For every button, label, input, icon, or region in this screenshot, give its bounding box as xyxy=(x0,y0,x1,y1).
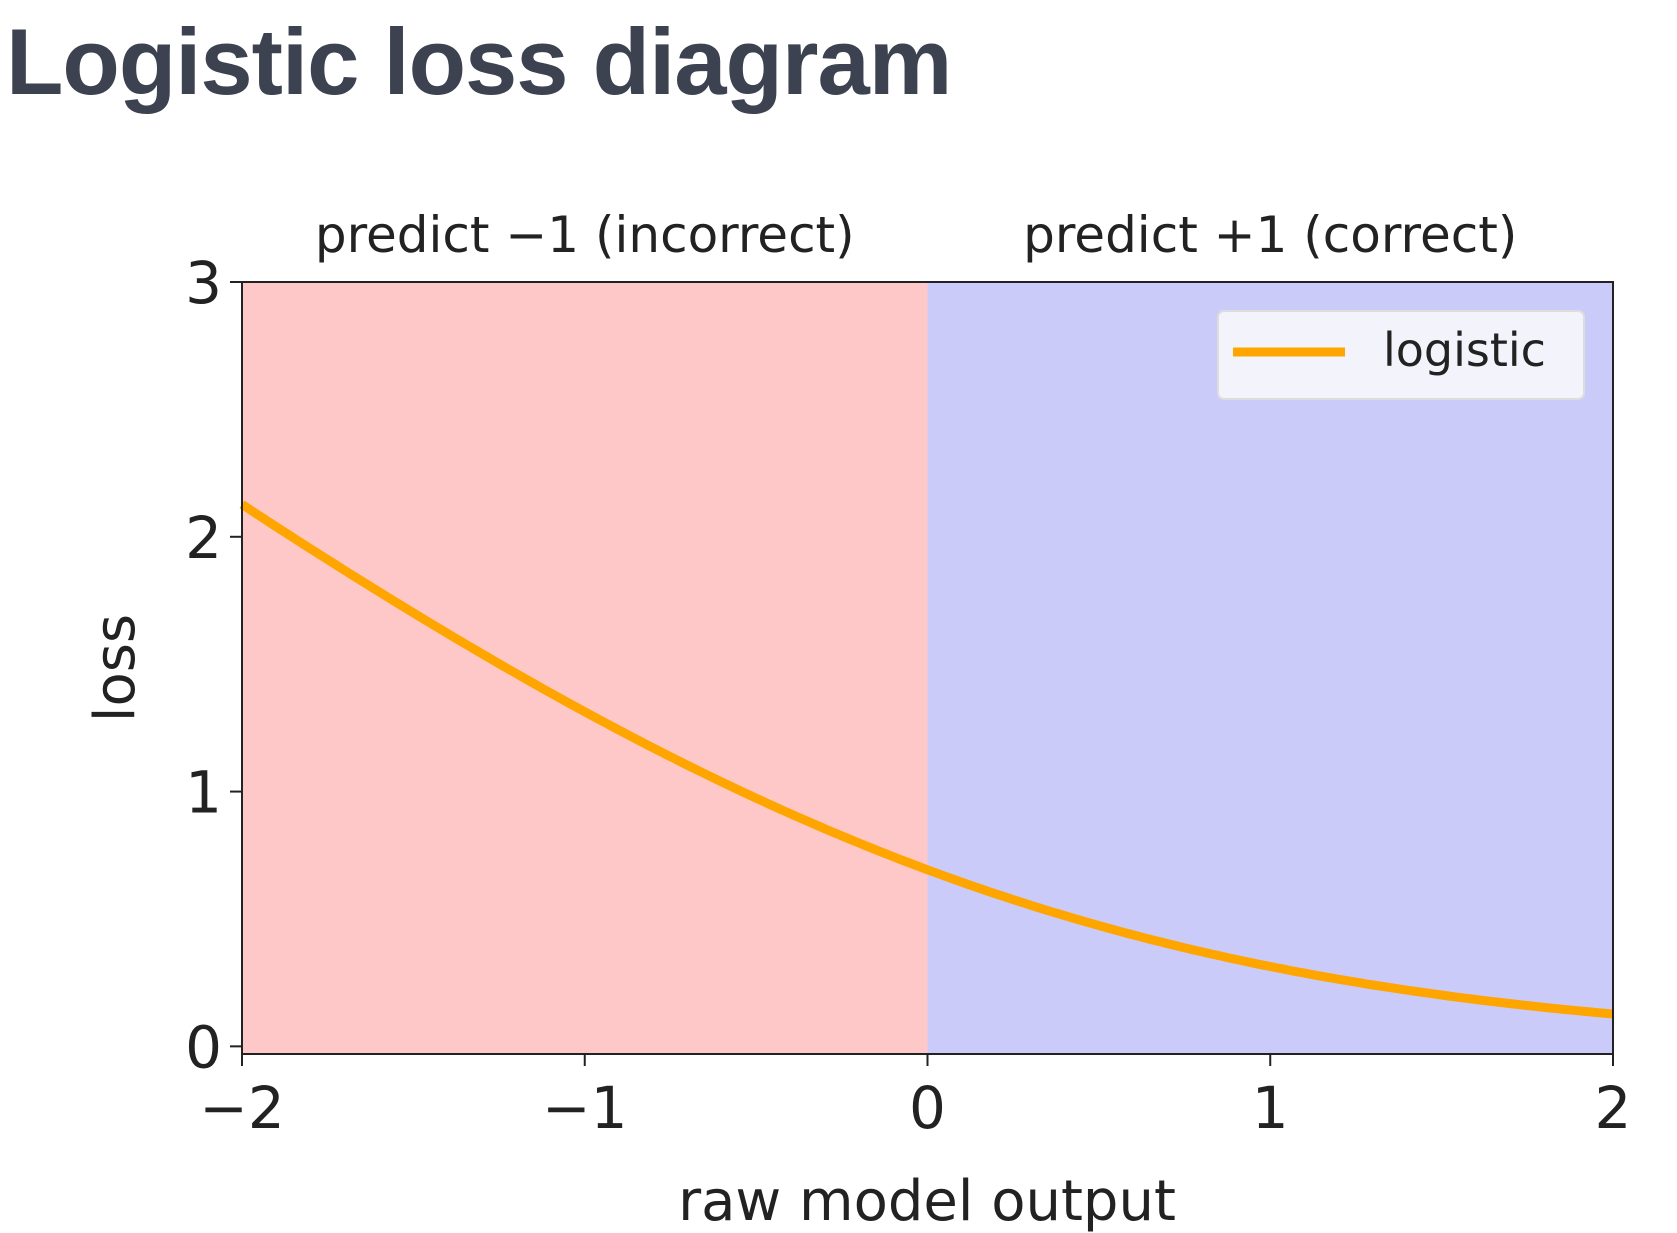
legend-label-logistic: logistic xyxy=(1383,323,1546,377)
x-tick-label: 0 xyxy=(909,1074,946,1142)
y-tick-label: 1 xyxy=(185,759,222,827)
series-line-logistic xyxy=(239,500,1614,1019)
x-tick-label: −2 xyxy=(199,1074,285,1142)
y-tick-label: 0 xyxy=(185,1013,222,1081)
region-label-incorrect: predict −1 (incorrect) xyxy=(315,206,855,264)
y-axis-label: loss xyxy=(83,614,148,722)
y-tick-label: 3 xyxy=(185,249,222,317)
legend: logistic xyxy=(1217,310,1585,400)
region-label-correct: predict +1 (correct) xyxy=(1023,206,1517,264)
region-0 xyxy=(242,282,928,1054)
legend-box xyxy=(1217,310,1585,400)
x-tick-label: 2 xyxy=(1595,1074,1632,1142)
page-title: Logistic loss diagram xyxy=(6,9,952,114)
x-tick-label: −1 xyxy=(542,1074,628,1142)
x-tick-label: 1 xyxy=(1252,1074,1289,1142)
y-tick-label: 2 xyxy=(185,504,222,572)
region-1 xyxy=(927,282,1613,1054)
x-axis-label: raw model output xyxy=(678,1169,1176,1233)
